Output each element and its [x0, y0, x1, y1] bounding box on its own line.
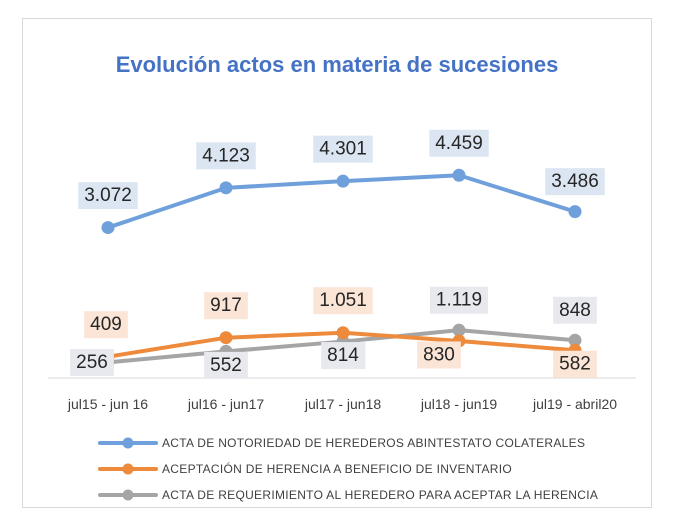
data-label: 3.486 — [545, 168, 605, 196]
data-label-box — [204, 292, 248, 320]
data-point — [336, 326, 350, 340]
data-label: 4.123 — [196, 142, 256, 170]
data-point — [219, 331, 233, 345]
data-label-text: 830 — [423, 344, 455, 365]
data-label: 830 — [417, 341, 461, 369]
data-label-box — [429, 129, 489, 157]
data-label-box — [84, 311, 128, 339]
data-point — [568, 205, 582, 219]
data-label-text: 4.123 — [202, 145, 250, 166]
data-label-box — [78, 182, 138, 210]
legend-marker — [122, 489, 134, 501]
data-label-text: 1.051 — [319, 290, 367, 311]
data-point — [101, 221, 115, 235]
data-label-box — [204, 351, 248, 379]
data-label: 3.072 — [78, 182, 138, 210]
series-layer: 256 552 814 1.119 848 409 917 1.051 830 582 3.072 4… — [70, 129, 605, 379]
data-label-box — [313, 135, 373, 163]
legend-item: ACTA DE REQUERIMIENTO AL HEREDERO PARA A… — [98, 488, 598, 502]
legend-item: ACTA DE NOTORIEDAD DE HEREDEROS ABINTEST… — [98, 436, 585, 450]
x-tick-label: jul18 - jun19 — [420, 396, 497, 412]
data-label-text: 814 — [327, 345, 359, 366]
data-label: 848 — [553, 296, 597, 324]
data-label-box — [196, 142, 256, 170]
data-label: 1.051 — [313, 287, 373, 315]
x-tick-label: jul17 - jun18 — [304, 396, 381, 412]
data-point — [568, 333, 582, 347]
data-label-text: 552 — [210, 355, 242, 376]
data-point — [219, 181, 233, 195]
data-label-box — [321, 342, 366, 370]
legend-label: ACTA DE NOTORIEDAD DE HEREDEROS ABINTEST… — [162, 436, 585, 450]
data-label-text: 4.301 — [319, 139, 367, 160]
x-tick-label: jul16 - jun17 — [187, 396, 264, 412]
data-label: 409 — [84, 311, 128, 339]
data-label-text: 1.119 — [436, 290, 482, 311]
series-1 — [101, 168, 582, 235]
x-tick-label: jul19 - abril20 — [532, 396, 617, 412]
data-label: 814 — [321, 342, 366, 370]
legend-label: ACTA DE REQUERIMIENTO AL HEREDERO PARA A… — [162, 488, 598, 502]
data-label-text: 4.459 — [435, 133, 483, 154]
data-label: 4.301 — [313, 135, 373, 163]
data-point — [452, 323, 466, 337]
data-labels: 256 552 814 1.119 848 409 917 1.051 830 582 3.072 4… — [70, 129, 605, 379]
data-label-box — [545, 168, 605, 196]
data-label-text: 917 — [210, 295, 242, 316]
data-label-box — [429, 286, 489, 314]
data-label-text: 3.072 — [84, 185, 132, 206]
chart-title: Evolución actos en materia de sucesiones — [115, 52, 559, 77]
data-label-box — [417, 341, 461, 369]
x-tick-label: jul15 - jun 16 — [67, 396, 148, 412]
data-point — [452, 168, 466, 182]
chart-frame — [22, 18, 652, 508]
data-label-box — [553, 350, 597, 378]
data-point — [336, 174, 350, 188]
legend-marker — [122, 437, 134, 449]
legend: ACTA DE NOTORIEDAD DE HEREDEROS ABINTEST… — [98, 436, 598, 502]
data-label: 4.459 — [429, 129, 489, 157]
data-label-box — [70, 348, 114, 376]
data-label-box — [313, 287, 373, 315]
data-label-text: 256 — [76, 352, 108, 373]
legend-item: ACEPTACIÓN DE HERENCIA A BENEFICIO DE IN… — [98, 461, 512, 476]
data-label-text: 848 — [559, 300, 591, 321]
x-tick-layer: jul15 - jun 16 jul16 - jun17 jul17 - jun18… — [67, 396, 617, 412]
legend-label: ACEPTACIÓN DE HERENCIA A BENEFICIO DE IN… — [162, 461, 512, 476]
data-label: 582 — [553, 350, 597, 378]
data-label: 552 — [204, 351, 248, 379]
data-label: 917 — [204, 292, 248, 320]
data-label-text: 582 — [559, 354, 591, 375]
data-label-text: 409 — [90, 314, 122, 335]
data-label-box — [553, 296, 597, 324]
legend-marker — [122, 463, 134, 475]
data-label: 1.119 — [429, 286, 489, 314]
data-label: 256 — [70, 348, 114, 376]
data-label-text: 3.486 — [551, 171, 599, 192]
